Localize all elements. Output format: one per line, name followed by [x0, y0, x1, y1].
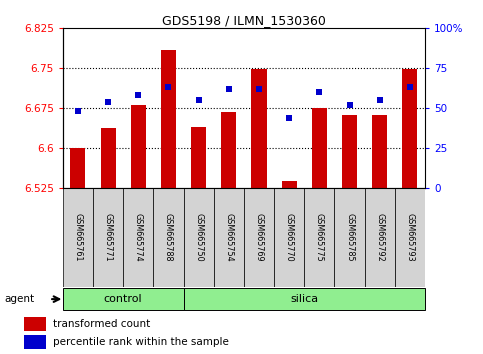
Bar — [252, 69, 267, 188]
Bar — [63, 288, 184, 310]
Bar — [24, 317, 46, 331]
Text: silica: silica — [290, 294, 318, 304]
Text: GSM665761: GSM665761 — [73, 213, 83, 262]
Text: GSM665770: GSM665770 — [284, 213, 294, 262]
Bar — [154, 188, 184, 287]
Bar — [123, 188, 154, 287]
Bar — [274, 188, 304, 287]
Bar — [402, 69, 417, 188]
Bar — [184, 288, 425, 310]
Text: control: control — [104, 294, 142, 304]
Bar — [161, 50, 176, 188]
Bar — [221, 112, 236, 188]
Text: GSM665792: GSM665792 — [375, 213, 384, 262]
Text: GSM665771: GSM665771 — [103, 213, 113, 262]
Bar — [365, 188, 395, 287]
Text: percentile rank within the sample: percentile rank within the sample — [53, 337, 229, 347]
Bar — [71, 148, 85, 188]
Bar — [24, 335, 46, 349]
Bar — [334, 188, 365, 287]
Bar — [63, 188, 93, 287]
Bar — [131, 105, 146, 188]
Bar — [184, 188, 213, 287]
Title: GDS5198 / ILMN_1530360: GDS5198 / ILMN_1530360 — [162, 14, 326, 27]
Bar — [213, 188, 244, 287]
Text: GSM665775: GSM665775 — [315, 213, 324, 262]
Bar — [395, 188, 425, 287]
Text: GSM665769: GSM665769 — [255, 213, 264, 262]
Bar — [342, 115, 357, 188]
Text: GSM665754: GSM665754 — [224, 213, 233, 262]
Bar — [304, 188, 334, 287]
Text: GSM665793: GSM665793 — [405, 213, 414, 262]
Text: transformed count: transformed count — [53, 319, 150, 329]
Bar — [372, 115, 387, 188]
Bar — [93, 188, 123, 287]
Bar — [312, 108, 327, 188]
Bar — [100, 128, 115, 188]
Bar — [191, 127, 206, 188]
Text: GSM665750: GSM665750 — [194, 213, 203, 262]
Bar — [244, 188, 274, 287]
Bar — [282, 181, 297, 188]
Text: GSM665785: GSM665785 — [345, 213, 354, 262]
Text: GSM665788: GSM665788 — [164, 213, 173, 262]
Text: GSM665774: GSM665774 — [134, 213, 143, 262]
Text: agent: agent — [5, 294, 35, 304]
